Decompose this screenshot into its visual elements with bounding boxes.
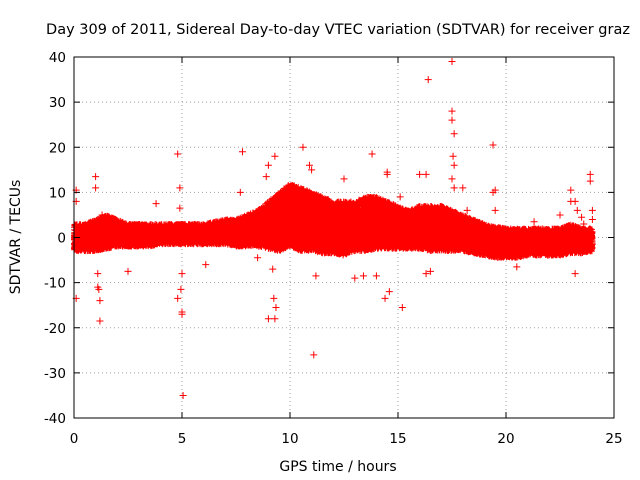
data-point (450, 184, 458, 192)
data-point (578, 213, 586, 221)
data-point (381, 294, 389, 302)
data-point (530, 218, 538, 226)
data-point (372, 272, 380, 280)
y-tick-label: 0 (57, 231, 66, 247)
data-point (416, 170, 424, 178)
data-point (426, 267, 434, 275)
data-point (463, 206, 471, 214)
data-point (271, 315, 279, 323)
data-point (571, 270, 579, 278)
y-tick-label: 30 (49, 95, 66, 111)
data-point (459, 184, 467, 192)
data-point (179, 391, 187, 399)
data-point (96, 317, 104, 325)
data-point (92, 184, 100, 192)
y-tick-label: 40 (49, 50, 66, 66)
data-point (396, 193, 404, 201)
data-point (340, 175, 348, 183)
data-point (264, 161, 272, 169)
x-tick-label: 5 (178, 431, 187, 447)
data-point (94, 270, 102, 278)
data-band (71, 182, 596, 261)
data-point (262, 173, 270, 181)
data-point (272, 303, 280, 311)
data-point (449, 152, 457, 160)
data-point (571, 197, 579, 205)
data-point (269, 265, 277, 273)
data-point (202, 261, 210, 269)
data-point (98, 211, 106, 219)
data-point (556, 211, 564, 219)
data-point (567, 186, 575, 194)
data-point (177, 285, 185, 293)
data-point (178, 310, 186, 318)
data-point (448, 58, 456, 66)
data-point (424, 76, 432, 84)
data-point (176, 184, 184, 192)
data-point (450, 130, 458, 138)
data-point (124, 267, 132, 275)
data-point (448, 116, 456, 124)
data-point (174, 150, 182, 158)
data-point (305, 161, 313, 169)
data-point (385, 288, 393, 296)
data-point (588, 215, 596, 223)
data-point (448, 175, 456, 183)
x-tick-label: 15 (389, 431, 406, 447)
data-point (580, 220, 588, 228)
y-tick-label: 20 (49, 140, 66, 156)
data-point (264, 315, 272, 323)
data-point (236, 188, 244, 196)
x-tick-label: 0 (70, 431, 79, 447)
data-point (422, 170, 430, 178)
data-point (270, 294, 278, 302)
data-point (513, 263, 521, 271)
data-point (351, 274, 359, 282)
data-point (96, 297, 104, 305)
data-point (422, 270, 430, 278)
data-point (586, 170, 594, 178)
data-point (586, 177, 594, 185)
data-point (178, 270, 186, 278)
data-point (254, 254, 262, 262)
data-point (271, 152, 279, 160)
data-point (448, 107, 456, 115)
data-point (92, 173, 100, 181)
data-point (152, 200, 160, 208)
data-point (489, 141, 497, 149)
data-point (299, 143, 307, 151)
data-point (310, 351, 318, 359)
axis-ticks: 0 5 10 15 20 25 -40 -30 -20 -10 0 10 20 30 40 (44, 50, 623, 447)
data-point (491, 206, 499, 214)
data-band-markers (71, 182, 596, 261)
data-point (588, 240, 596, 248)
data-point (308, 166, 316, 174)
y-tick-label: -20 (44, 321, 66, 337)
x-tick-label: 20 (497, 431, 514, 447)
y-axis-label: SDTVAR / TECUs (8, 180, 24, 295)
y-tick-label: -10 (44, 276, 66, 292)
data-point (238, 148, 246, 156)
data-point (450, 161, 458, 169)
y-tick-label: 10 (49, 185, 66, 201)
data-point (312, 272, 320, 280)
data-point (573, 206, 581, 214)
data-point (588, 206, 596, 214)
data-points (72, 58, 596, 399)
chart-title: Day 309 of 2011, Sidereal Day-to-day VTE… (46, 22, 630, 38)
data-point (359, 272, 367, 280)
x-axis-label: GPS time / hours (279, 459, 396, 475)
data-point (368, 150, 376, 158)
y-tick-label: -30 (44, 366, 66, 382)
data-point (383, 170, 391, 178)
data-point (95, 285, 103, 293)
data-point (174, 294, 182, 302)
data-point (176, 204, 184, 212)
data-point (398, 303, 406, 311)
y-tick-label: -40 (44, 411, 66, 427)
x-tick-label: 10 (281, 431, 298, 447)
x-tick-label: 25 (605, 431, 622, 447)
data-point (489, 188, 497, 196)
